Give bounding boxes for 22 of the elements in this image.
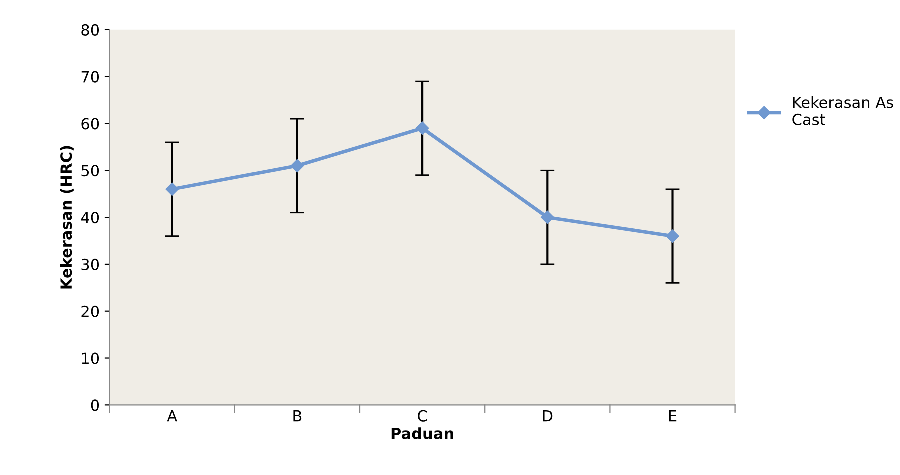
x-axis-title: Paduan bbox=[392, 428, 454, 440]
point bbox=[416, 122, 430, 136]
legend-label: Kekerasan As Cast bbox=[792, 96, 894, 126]
x-tick-label: E bbox=[669, 410, 677, 422]
point bbox=[166, 182, 179, 196]
y-tick-label: 50 bbox=[82, 165, 100, 177]
x-tick-label: D bbox=[543, 410, 553, 422]
x-tick-label: A bbox=[167, 410, 178, 422]
x-tick-label: B bbox=[294, 410, 302, 422]
y-tick-label: 40 bbox=[81, 212, 100, 224]
y-tick-label: 70 bbox=[82, 71, 100, 83]
y-tick-label: 0 bbox=[91, 400, 100, 412]
y-axis-title: Kekerasan (HRC) bbox=[60, 146, 74, 289]
point bbox=[541, 210, 554, 224]
y-tick-label: 10 bbox=[82, 352, 100, 364]
y-tick-label: 60 bbox=[82, 118, 100, 130]
y-tick-label: 80 bbox=[82, 24, 100, 36]
y-tick-label: 20 bbox=[82, 306, 100, 318]
x-tick-label: C bbox=[418, 410, 428, 422]
point bbox=[666, 230, 680, 243]
y-tick-label: 30 bbox=[82, 258, 100, 270]
point bbox=[290, 159, 304, 173]
